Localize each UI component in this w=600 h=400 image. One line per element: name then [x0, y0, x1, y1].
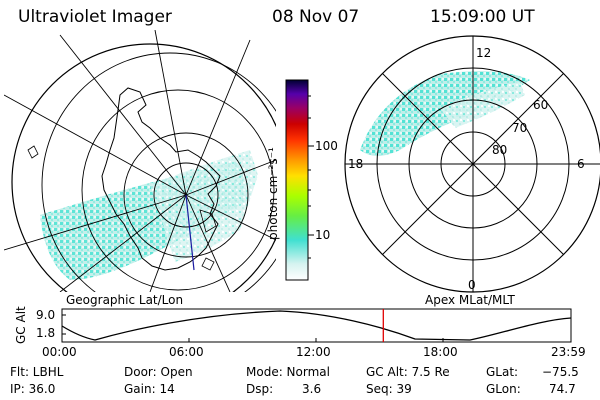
- coastline: [101, 87, 221, 271]
- time-label: 15:09:00 UT: [430, 7, 535, 27]
- mode-info: Mode: Normal: [246, 365, 330, 379]
- aurora-region-faint: [150, 150, 258, 262]
- mlat-label-70: 70: [512, 121, 528, 135]
- altitude-xtick-1: 06:00: [169, 345, 204, 359]
- right-map-caption: Apex MLat/MLT: [425, 293, 515, 307]
- altitude-xtick-0: 00:00: [42, 345, 77, 359]
- mlat-label-80: 80: [492, 143, 508, 157]
- gc-alt-info: GC Alt: 7.5 Re: [366, 365, 450, 379]
- left-map-caption: Geographic Lat/Lon: [66, 293, 184, 307]
- mlt-label-0: 0: [468, 278, 476, 292]
- altitude-curve: [61, 310, 572, 341]
- glon-value: 74.7: [549, 382, 576, 396]
- mlt-label-12: 12: [476, 46, 492, 60]
- gain-info: Gain: 14: [124, 382, 175, 396]
- altitude-xtick-3: 18:00: [423, 345, 458, 359]
- altitude-ylabel: GC Alt: [14, 306, 28, 344]
- door-info: Door: Open: [124, 365, 193, 379]
- altitude-xtick-2: 12:00: [296, 345, 331, 359]
- polar-aurora-faint: [440, 82, 525, 128]
- altitude-xtick-4: 23:59: [551, 345, 586, 359]
- seq-info: Seq: 39: [366, 382, 412, 396]
- altitude-ytick-high: 9.0: [36, 308, 56, 322]
- mlat-label-60: 60: [533, 98, 549, 112]
- glat-label: GLat:: [486, 365, 519, 379]
- ip-info: IP: 36.0: [10, 382, 56, 396]
- colorbar-tick-10: 10: [315, 228, 331, 242]
- track-line: [185, 194, 195, 271]
- altitude-ytick-low: 1.8: [36, 326, 56, 340]
- dsp-value: 3.6: [302, 382, 322, 396]
- glon-label: GLon:: [486, 382, 521, 396]
- colorbar-tick-100: 100: [315, 139, 338, 153]
- mlt-label-6: 6: [577, 157, 585, 171]
- date-label: 08 Nov 07: [272, 7, 360, 27]
- dsp-label: Dsp:: [246, 382, 274, 396]
- mlt-label-18: 18: [348, 157, 364, 171]
- glat-value: −75.5: [542, 365, 579, 379]
- colorbar-scale: [285, 79, 309, 281]
- filter-info: Flt: LBHL: [10, 365, 64, 379]
- instrument-title: Ultraviolet Imager: [18, 7, 172, 27]
